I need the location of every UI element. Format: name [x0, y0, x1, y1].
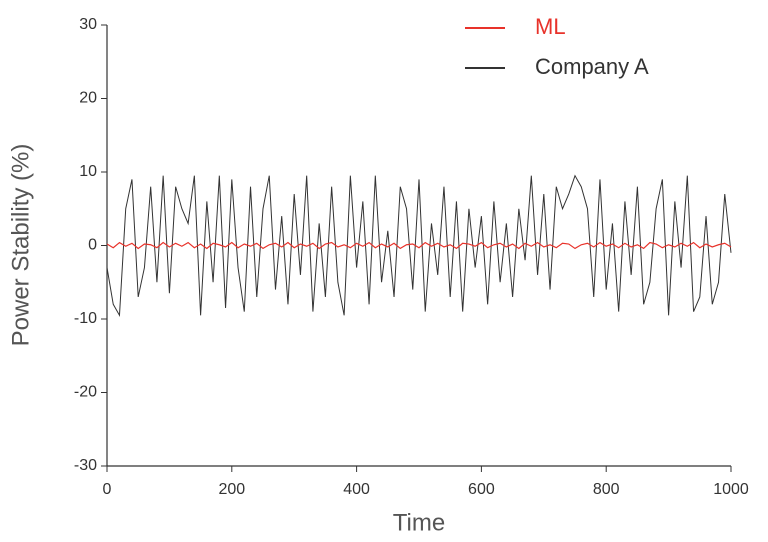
y-tick-label: -20 — [74, 384, 97, 401]
y-tick-label: 30 — [79, 16, 97, 33]
y-tick-label: 20 — [79, 90, 97, 107]
series-line — [106, 174, 732, 318]
x-axis-label: Time — [393, 509, 445, 536]
y-tick-label: 0 — [88, 237, 97, 254]
x-tick-label: 600 — [468, 481, 495, 498]
y-tick-label: -30 — [74, 457, 97, 474]
x-tick-label: 0 — [103, 481, 112, 498]
x-tick-label: 1000 — [713, 481, 749, 498]
series-line — [106, 241, 732, 250]
x-tick-label: 400 — [343, 481, 370, 498]
legend-label: Company A — [535, 54, 649, 79]
y-tick-label: -10 — [74, 310, 97, 327]
x-tick-label: 200 — [218, 481, 245, 498]
legend-label: ML — [535, 14, 566, 39]
y-axis-label: Power Stability (%) — [7, 144, 34, 347]
y-tick-label: 10 — [79, 163, 97, 180]
x-tick-label: 800 — [593, 481, 620, 498]
